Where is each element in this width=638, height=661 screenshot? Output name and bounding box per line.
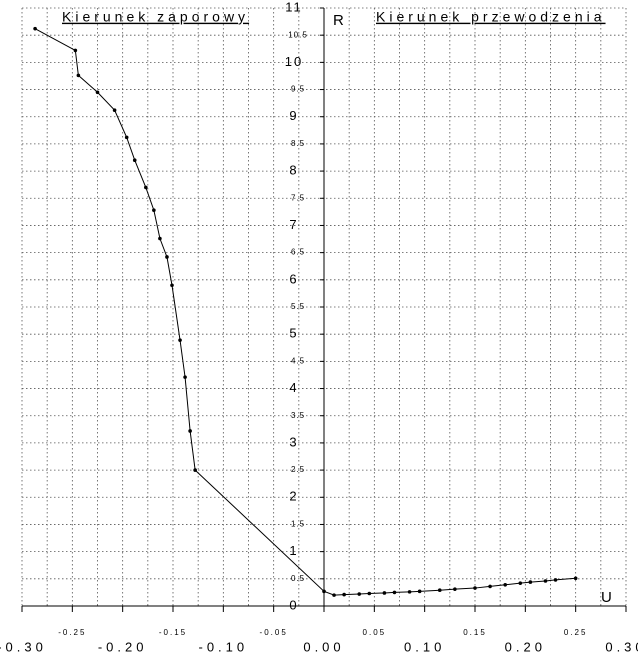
y-tick-label: 7 — [289, 217, 298, 232]
data-point — [573, 576, 578, 581]
data-point — [144, 185, 148, 190]
x-tick-label: 0.00 — [303, 639, 344, 654]
data-point — [193, 468, 197, 472]
y-tick-label: 6 — [289, 271, 298, 286]
data-point — [543, 579, 548, 583]
data-point — [528, 580, 533, 584]
data-point — [503, 582, 508, 587]
x-axis-label: U — [601, 589, 612, 606]
data-point — [518, 581, 523, 585]
y-tick-label: 8.5 — [291, 139, 305, 148]
x-tick-label: -0.30 — [0, 639, 47, 654]
y-tick-label: 8 — [289, 163, 298, 178]
data-point — [33, 26, 37, 31]
y-tick-label: 7.5 — [291, 193, 305, 202]
data-point — [124, 135, 129, 140]
x-tick-label: -0.20 — [98, 639, 148, 654]
data-point — [367, 591, 372, 596]
title-right: Kierunek przewodzenia — [376, 9, 606, 25]
data-point — [73, 48, 78, 53]
y-tick-label: 0.5 — [291, 574, 305, 583]
data-point — [553, 578, 558, 582]
x-tick-label: -0.25 — [58, 628, 86, 637]
data-point — [95, 90, 100, 95]
y-tick-label: 0 — [289, 597, 298, 612]
y-tick-label: 4 — [289, 380, 298, 395]
x-tick-label: 0.20 — [505, 639, 546, 654]
y-tick-label: 3.5 — [291, 411, 305, 420]
y-tick-label: 3 — [289, 434, 298, 449]
x-tick-label: -0.10 — [199, 639, 249, 654]
y-tick-label: 10.5 — [288, 30, 308, 39]
data-point — [332, 593, 336, 597]
x-tick-label: -0.05 — [260, 628, 288, 637]
data-point — [488, 584, 492, 589]
data-point — [437, 588, 442, 593]
data-point — [178, 338, 182, 342]
y-tick-label: 1.5 — [291, 520, 305, 529]
title-left: Kierunek zaporowy — [62, 9, 249, 25]
data-point — [473, 586, 477, 590]
y-tick-label: 2.5 — [291, 465, 305, 474]
data-line — [34, 28, 576, 596]
data-point — [132, 158, 137, 163]
y-tick-label: 1 — [289, 543, 298, 558]
x-tick-label: 0.15 — [463, 628, 487, 637]
y-tick-label: 11 — [285, 0, 303, 14]
data-point — [188, 429, 192, 433]
y-tick-label: 6.5 — [291, 248, 305, 257]
data-point — [407, 590, 412, 594]
data-point — [183, 375, 187, 379]
data-point — [322, 589, 326, 594]
x-tick-label: 0.10 — [404, 639, 445, 654]
y-tick-label: 10 — [285, 54, 303, 69]
y-tick-label: 2 — [289, 489, 298, 504]
data-point — [342, 592, 346, 597]
data-point — [453, 587, 457, 591]
data-point — [382, 591, 387, 595]
y-axis-label: R — [333, 12, 344, 29]
x-tick-label: -0.15 — [159, 628, 187, 637]
y-tick-label: 5 — [289, 326, 298, 341]
data-point — [392, 590, 397, 595]
data-point — [76, 73, 81, 78]
data-point — [170, 283, 174, 288]
x-tick-label: 0.25 — [564, 628, 588, 637]
data-point — [152, 208, 156, 213]
x-tick-label: 0.30 — [605, 639, 638, 654]
y-tick-label: 9.5 — [291, 85, 305, 94]
x-tick-label: 0.05 — [363, 628, 387, 637]
y-tick-label: 4.5 — [291, 356, 305, 365]
y-tick-label: 9 — [289, 108, 298, 123]
data-point — [417, 589, 422, 594]
data-point — [112, 108, 117, 113]
data-point — [165, 255, 169, 259]
y-tick-label: 5.5 — [291, 302, 305, 311]
data-point — [357, 592, 362, 596]
data-point — [158, 236, 162, 241]
